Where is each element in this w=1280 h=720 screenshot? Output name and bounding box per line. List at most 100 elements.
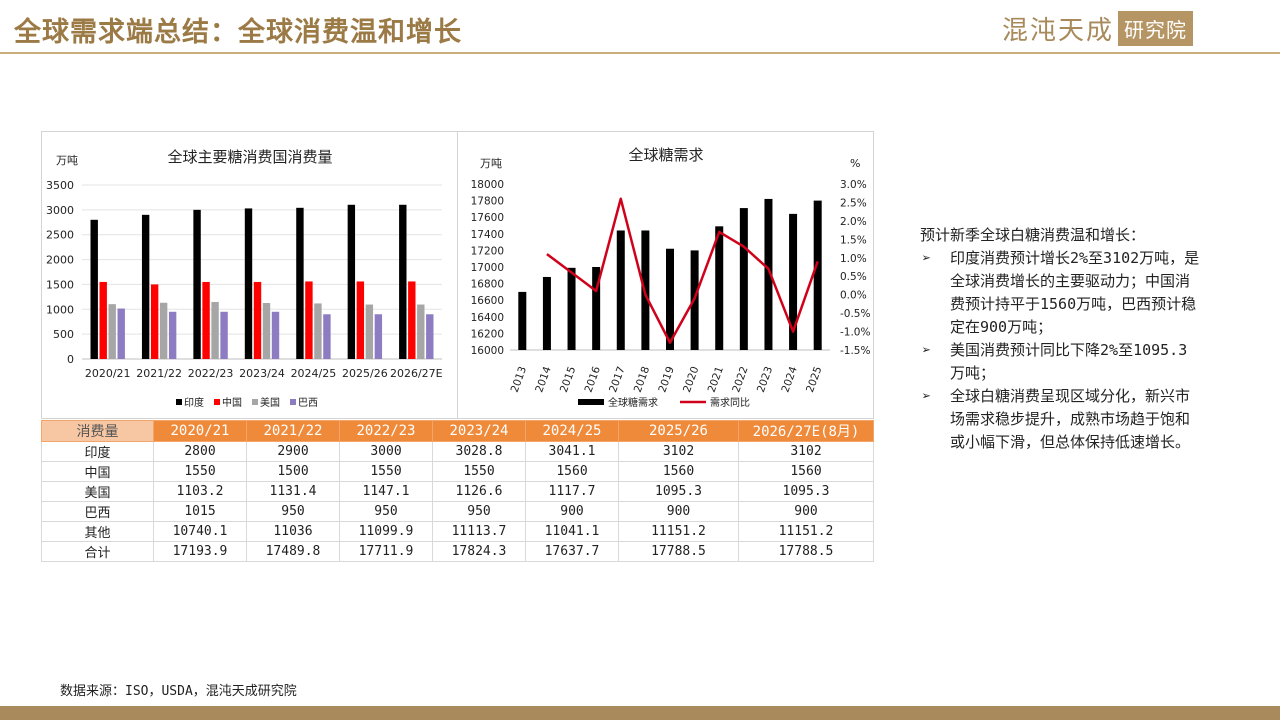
bar-global-demand — [567, 267, 576, 350]
table-cell: 2800 — [153, 441, 247, 462]
legend-swatch — [176, 399, 182, 405]
table-header-cell: 2022/23 — [339, 420, 433, 442]
y-tick-label: 18000 — [471, 179, 504, 191]
bar-中国 — [202, 281, 210, 359]
table-cell: 950 — [339, 501, 433, 522]
y-tick-label: 17600 — [471, 212, 504, 224]
bar-global-demand — [764, 198, 773, 350]
table-cell: 11151.2 — [738, 521, 874, 542]
table-row-label: 美国 — [41, 481, 154, 502]
table-cell: 950 — [432, 501, 526, 522]
table-cell: 1131.4 — [246, 481, 340, 502]
bar-中国 — [150, 284, 159, 359]
y-right-tick-label: 0.5% — [840, 271, 867, 283]
x-tick-label: 2017 — [607, 365, 627, 394]
y-tick-label: 3000 — [46, 204, 74, 217]
table-cell: 1103.2 — [153, 481, 247, 502]
table-cell: 1147.1 — [339, 481, 433, 502]
bar-巴西 — [271, 311, 280, 359]
table-cell: 2900 — [246, 441, 340, 462]
legend-swatch — [290, 399, 296, 405]
table-cell: 10740.1 — [153, 521, 247, 542]
notes-item: ➢ 全球白糖消费呈现区域分化，新兴市场需求稳步提升，成熟市场趋于饱和或小幅下滑，但… — [920, 385, 1200, 454]
bar-美国 — [262, 302, 271, 359]
legend-label: 巴西 — [298, 397, 318, 409]
table-cell: 900 — [525, 501, 619, 522]
bar-巴西 — [426, 314, 434, 359]
table-cell: 900 — [738, 501, 874, 522]
legend-swatch — [252, 399, 258, 405]
notes-item-text: 全球白糖消费呈现区域分化，新兴市场需求稳步提升，成熟市场趋于饱和或小幅下滑，但总… — [950, 387, 1191, 451]
table-cell: 3000 — [339, 441, 433, 462]
legend-label: 需求同比 — [710, 397, 750, 409]
bar-global-demand — [542, 276, 551, 350]
line-demand-yoy — [546, 197, 819, 344]
bar-global-demand — [715, 226, 724, 350]
table-row: 印度 2800 2900 3000 3028.8 3041.1 3102 3102 — [41, 441, 874, 462]
table-cell: 1560 — [618, 461, 739, 482]
y-right-tick-label: 0.0% — [840, 290, 867, 302]
y-tick-label: 500 — [53, 328, 74, 341]
table-row: 合计 17193.9 17489.8 17711.9 17824.3 17637.7 177… — [41, 541, 874, 562]
y-tick-label: 17400 — [471, 229, 504, 241]
summary-notes: 预计新季全球白糖消费温和增长： ➢ 印度消费预计增长2%至3102万吨，是全球消费… — [920, 224, 1200, 454]
consumption-table: 消费量 2020/21 2021/22 2022/23 2023/24 2024… — [41, 420, 874, 562]
table-cell: 17788.5 — [738, 541, 874, 562]
bar-巴西 — [374, 314, 383, 359]
y-right-tick-label: 2.5% — [840, 197, 867, 209]
x-tick-label: 2013 — [509, 365, 529, 394]
chart-title: 全球糖需求 — [628, 146, 703, 164]
y-tick-label: 16600 — [471, 295, 504, 307]
bar-印度 — [399, 204, 407, 359]
table-header-cell: 2024/25 — [525, 420, 619, 442]
x-tick-label: 2021/22 — [136, 367, 182, 380]
x-tick-label: 2025 — [804, 365, 824, 394]
bar-巴西 — [323, 314, 331, 359]
table-header-cell: 2020/21 — [153, 420, 247, 442]
legend-label: 中国 — [222, 396, 242, 409]
notes-list: ➢ 印度消费预计增长2%至3102万吨，是全球消费增长的主要驱动力；中国消费预计持… — [920, 247, 1200, 454]
bar-global-demand — [616, 230, 625, 350]
table-cell: 17637.7 — [525, 541, 619, 562]
table-cell: 900 — [618, 501, 739, 522]
notes-item-text: 印度消费预计增长2%至3102万吨，是全球消费增长的主要驱动力；中国消费预计持平… — [950, 249, 1200, 336]
y-tick-label: 16000 — [471, 345, 504, 357]
table-row: 中国 1550 1500 1550 1550 1560 1560 1560 — [41, 461, 874, 482]
y-tick-label: 16400 — [471, 312, 504, 324]
table-header-cell: 2021/22 — [246, 420, 340, 442]
bar-美国 — [417, 304, 425, 359]
bar-巴西 — [168, 311, 177, 359]
table-cell: 1117.7 — [525, 481, 619, 502]
y-axis-unit: 万吨 — [480, 157, 502, 170]
footer-bar — [0, 706, 1280, 720]
table-row-label: 印度 — [41, 441, 154, 462]
y-tick-label: 0 — [67, 353, 74, 366]
x-tick-label: 2020 — [681, 365, 701, 394]
table-cell: 3102 — [738, 441, 874, 462]
y-axis-unit: 万吨 — [56, 154, 78, 167]
x-tick-label: 2022/23 — [188, 367, 234, 380]
x-tick-label: 2021 — [706, 365, 726, 394]
table-header-cell: 消费量 — [41, 420, 154, 442]
bar-印度 — [296, 207, 304, 359]
y-tick-label: 17000 — [471, 262, 504, 274]
bar-美国 — [314, 303, 322, 359]
bar-巴西 — [220, 311, 228, 359]
bar-中国 — [356, 281, 365, 359]
legend-swatch — [578, 399, 604, 405]
y-tick-label: 16200 — [471, 328, 504, 340]
table-cell: 11151.2 — [618, 521, 739, 542]
table-header-cell: 2025/26 — [618, 420, 739, 442]
x-tick-label: 2019 — [656, 365, 676, 394]
notes-item: ➢ 美国消费预计同比下降2%至1095.3万吨； — [920, 339, 1200, 385]
logo-box-text: 研究院 — [1118, 10, 1194, 46]
table-row-label: 其他 — [41, 521, 154, 542]
x-tick-label: 2023 — [755, 365, 775, 394]
x-tick-label: 2014 — [533, 365, 554, 395]
legend-swatch — [214, 399, 220, 405]
bar-global-demand — [666, 248, 674, 350]
table-body: 印度 2800 2900 3000 3028.8 3041.1 3102 3102 中国 1550… — [41, 441, 874, 562]
chart-panel-demand: 全球糖需求 万吨% 16000 16200 16400 16600 16800 17000 17… — [457, 131, 874, 419]
table-cell: 1095.3 — [738, 481, 874, 502]
y-right-tick-label: 3.0% — [840, 179, 867, 191]
